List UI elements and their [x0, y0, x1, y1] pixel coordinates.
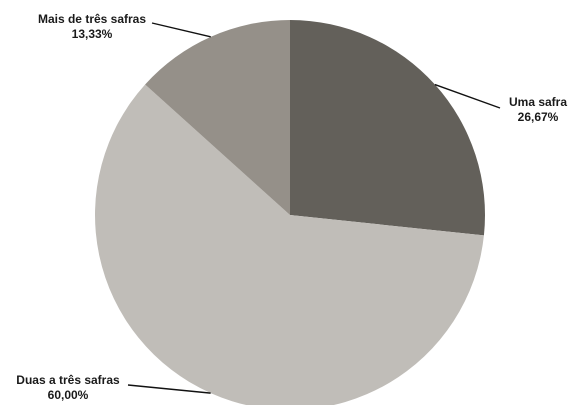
- pie-slice-mais-de-tres-safras: [145, 20, 290, 215]
- leader-line-1: [127, 384, 211, 394]
- pie-slice-uma-safra: [290, 19, 486, 236]
- label-mais-de-tres-safras: Mais de três safras: [38, 12, 146, 26]
- leader-lines: [127, 22, 501, 394]
- leader-line-2: [151, 22, 211, 38]
- leader-line-0: [434, 83, 501, 109]
- value-duas-a-tres-safras: 60,00%: [48, 388, 89, 402]
- pie-slices: [95, 19, 486, 405]
- value-uma-safra: 26,67%: [518, 110, 559, 124]
- label-uma-safra: Uma safra: [509, 95, 567, 109]
- value-mais-de-tres-safras: 13,33%: [72, 27, 113, 41]
- label-duas-a-tres-safras: Duas a três safras: [16, 373, 120, 387]
- pie-slice-duas-a-tres-safras: [95, 84, 484, 405]
